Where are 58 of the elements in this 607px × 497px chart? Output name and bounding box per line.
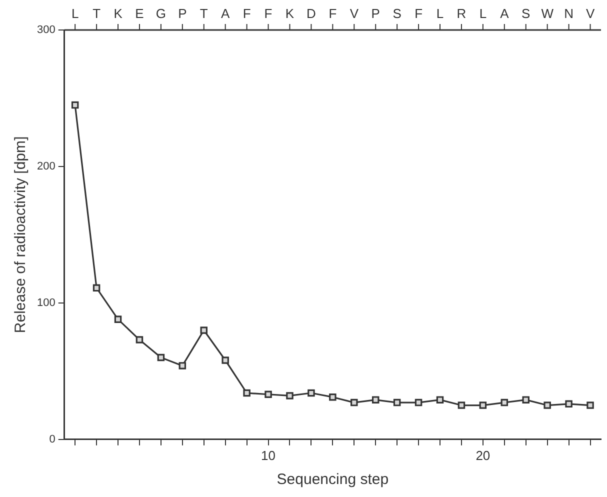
point <box>200 326 208 334</box>
annotation: L <box>436 6 444 22</box>
x-tick-label: 10 <box>261 448 276 463</box>
point <box>178 362 186 370</box>
point <box>350 398 358 406</box>
x-axis-title: Sequencing step <box>276 471 389 488</box>
annotation: T <box>200 6 208 22</box>
point <box>114 316 122 323</box>
annotation: E <box>135 6 144 22</box>
annotation: R <box>456 6 466 22</box>
point <box>136 336 144 344</box>
point <box>243 389 250 397</box>
annotation: K <box>114 6 123 22</box>
annotation: L <box>479 6 487 22</box>
annotation: S <box>392 6 402 22</box>
annotation: P <box>371 6 380 22</box>
point <box>414 398 422 406</box>
annotation: W <box>541 6 554 22</box>
point <box>286 392 294 400</box>
annotation: F <box>242 6 251 22</box>
annotation: F <box>264 6 272 22</box>
point <box>157 354 165 362</box>
point <box>329 393 336 401</box>
annotation: N <box>564 6 574 22</box>
point <box>522 396 530 404</box>
point <box>544 402 551 409</box>
point <box>436 396 444 404</box>
annotation: T <box>92 6 101 22</box>
annotation: F <box>414 6 423 22</box>
y-tick-label: 300 <box>36 24 56 36</box>
annotation: G <box>156 6 166 22</box>
annotation: P <box>178 6 187 22</box>
point <box>500 398 508 406</box>
point <box>222 356 229 364</box>
point <box>479 402 487 409</box>
point <box>92 284 100 292</box>
y-tick-label: 0 <box>49 433 56 446</box>
point <box>372 396 380 404</box>
annotation: L <box>71 6 79 22</box>
x-tick-label: 20 <box>476 448 490 463</box>
annotation: V <box>586 6 595 22</box>
annotation: V <box>350 6 359 22</box>
annotation: F <box>328 6 337 22</box>
y-tick-label: 100 <box>36 296 56 309</box>
annotation: A <box>500 6 510 22</box>
point <box>393 398 401 406</box>
annotation: S <box>522 6 531 22</box>
annotation: K <box>285 6 294 22</box>
point <box>308 389 315 397</box>
point <box>71 101 79 109</box>
annotation: A <box>221 6 230 22</box>
y-tick-label: 200 <box>36 160 56 172</box>
point <box>458 402 466 409</box>
annotation: D <box>306 6 316 22</box>
point <box>586 402 594 409</box>
point <box>264 390 272 398</box>
point <box>565 400 572 408</box>
y-axis-title: Release of radioactivity [dpm] <box>12 136 30 334</box>
